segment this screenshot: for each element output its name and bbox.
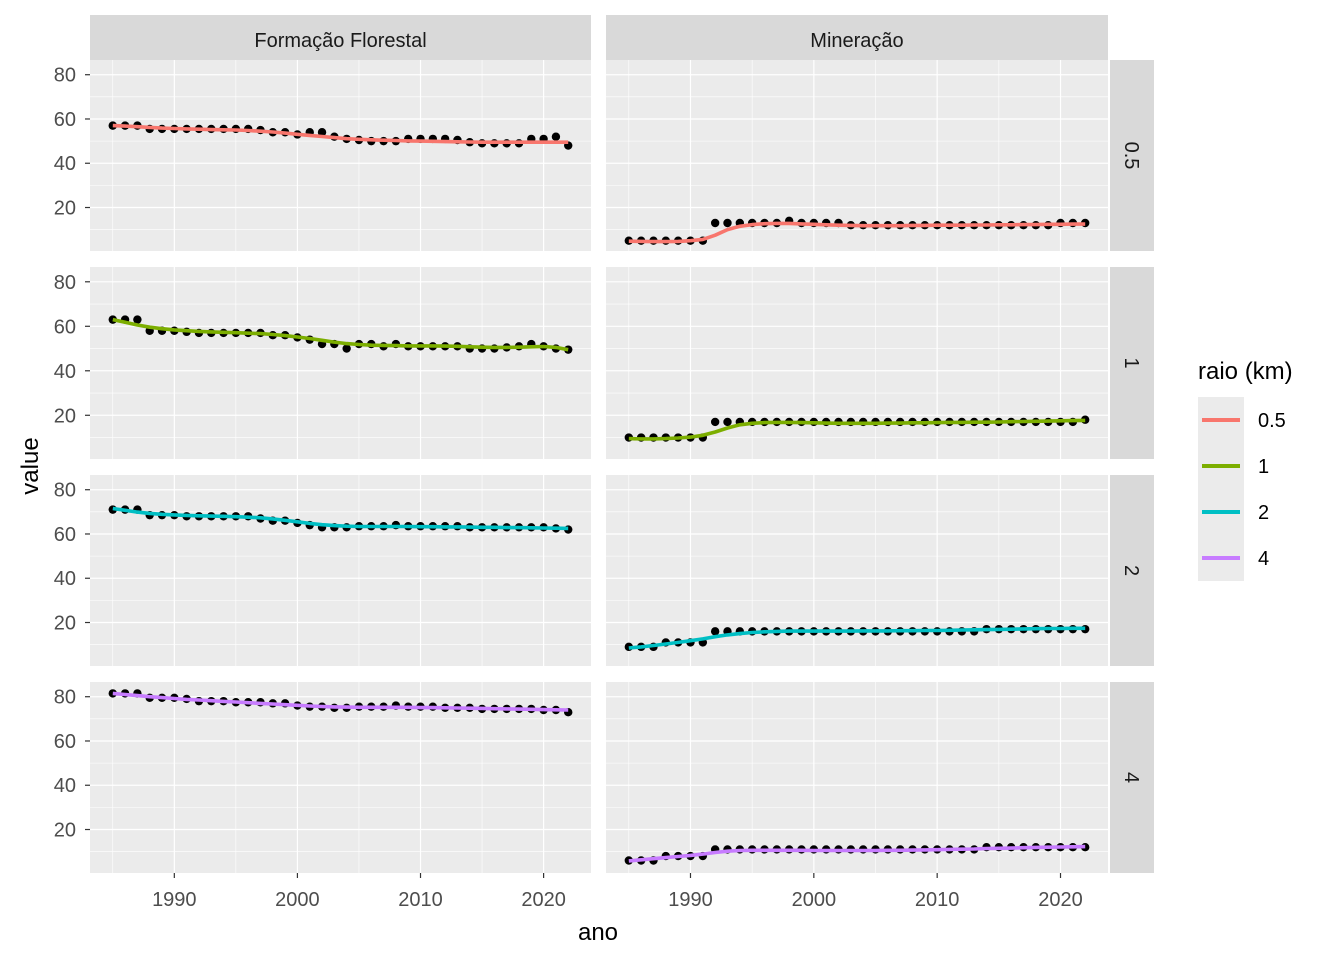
y-tick-label: 20 (54, 820, 76, 842)
x-tick-label: 2000 (275, 889, 320, 911)
facet-strip-label: 0.5 (1120, 142, 1142, 170)
facet-strip-row (1110, 60, 1154, 251)
x-tick-label: 1990 (152, 889, 197, 911)
data-point (108, 689, 117, 698)
y-tick-label: 40 (54, 361, 76, 383)
y-tick-label: 60 (54, 524, 76, 546)
facet-strip-row (1110, 475, 1154, 666)
smooth-line-raio-0.5 (112, 123, 569, 144)
data-point (710, 417, 720, 427)
panel-mineracao-raio-1 (606, 267, 1108, 459)
panel-background (90, 682, 591, 873)
facet-strips: Formação Florestal Mineração 0.5 1 2 4 (90, 15, 1154, 873)
facet-strip-label: 4 (1120, 772, 1142, 783)
data-point (317, 128, 327, 137)
y-tick-label: 60 (54, 109, 76, 131)
facet-strip-column (606, 15, 1108, 60)
panel-background (606, 475, 1108, 666)
smooth-line-raio-4 (112, 691, 569, 712)
x-tick-label: 2020 (1038, 889, 1083, 911)
x-tick-label: 2010 (398, 889, 443, 911)
smooth-line-raio-1 (112, 317, 569, 352)
data-point (551, 132, 561, 141)
legend-label: 1 (1258, 456, 1269, 478)
legend-label: 0.5 (1258, 410, 1286, 432)
facet-strip-column (90, 15, 591, 60)
facet-strip-label: 1 (1120, 357, 1142, 368)
data-point (710, 627, 720, 636)
legend-title: raio (km) (1198, 358, 1293, 385)
facet-strip-label: Mineração (810, 30, 903, 52)
smooth-line-raio-4 (628, 844, 1086, 863)
facet-strip-row (1110, 682, 1154, 873)
smooth-line-raio-2 (112, 506, 569, 531)
panel-background (90, 475, 591, 666)
legend-item-0.5: 0.5 (1198, 397, 1286, 443)
x-tick-label: 2000 (792, 889, 837, 911)
y-tick-label: 60 (54, 731, 76, 753)
data-point (710, 218, 720, 228)
y-axes: 20 40 60 80 20 40 60 80 20 40 60 80 20 40 60 80 (54, 65, 90, 842)
y-tick-label: 20 (54, 613, 76, 635)
x-axes: 1990 2000 2010 2020 1990 2000 2010 2020 (152, 873, 1083, 911)
panel-background (90, 60, 591, 251)
panel-formacao-florestal-raio-4 (90, 682, 591, 873)
y-tick-label: 60 (54, 316, 76, 338)
facet-panels (90, 60, 1108, 873)
panel-formacao-florestal-raio-1 (90, 267, 591, 459)
data-point (723, 218, 732, 228)
panel-formacao-florestal-raio-0.5 (90, 60, 591, 251)
y-tick-label: 40 (54, 568, 76, 590)
y-tick-label: 40 (54, 775, 76, 797)
legend-item-1: 1 (1198, 443, 1269, 489)
legend-label: 4 (1258, 548, 1269, 570)
y-tick-label: 20 (54, 405, 76, 427)
x-axis-title: ano (578, 919, 618, 946)
y-tick-label: 80 (54, 687, 76, 709)
legend-label: 2 (1258, 502, 1269, 524)
legend: raio (km) 0.5 1 2 4 (1198, 358, 1293, 581)
y-tick-label: 40 (54, 153, 76, 175)
y-tick-label: 80 (54, 480, 76, 502)
smooth-line-raio-1 (628, 418, 1086, 441)
panel-background (606, 682, 1108, 873)
smooth-line-raio-0.5 (628, 221, 1086, 244)
x-tick-label: 2020 (521, 889, 566, 911)
panel-background (606, 60, 1108, 251)
data-point (133, 315, 142, 324)
panel-mineracao-raio-2 (606, 475, 1108, 666)
legend-item-4: 4 (1198, 535, 1269, 581)
x-tick-label: 1990 (668, 889, 713, 911)
y-tick-label: 80 (54, 272, 76, 294)
data-point (342, 344, 351, 353)
x-tick-label: 2010 (915, 889, 960, 911)
data-point (108, 121, 117, 130)
facet-strip-label: Formação Florestal (254, 30, 426, 52)
data-point (723, 417, 732, 427)
smooth-line-raio-2 (628, 626, 1086, 650)
y-tick-label: 80 (54, 65, 76, 87)
y-axis-title: value (17, 437, 44, 494)
panel-background (90, 267, 591, 459)
legend-item-2: 2 (1198, 489, 1269, 535)
panel-mineracao-raio-4 (606, 682, 1108, 873)
panel-mineracao-raio-0.5 (606, 60, 1108, 251)
facet-strip-label: 2 (1120, 565, 1142, 576)
panel-background (606, 267, 1108, 459)
facet-strip-row (1110, 267, 1154, 459)
y-tick-label: 20 (54, 198, 76, 220)
panel-formacao-florestal-raio-2 (90, 475, 591, 666)
